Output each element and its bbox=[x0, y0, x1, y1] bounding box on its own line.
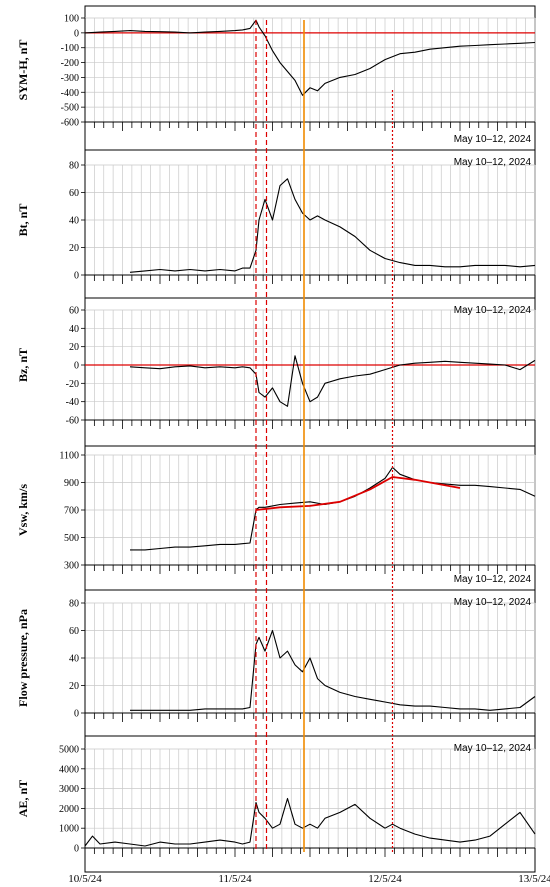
y-tick-label: -200 bbox=[61, 58, 79, 69]
y-axis-label: Flow pressure, nPa bbox=[16, 609, 30, 707]
y-tick-label: 40 bbox=[69, 216, 79, 227]
date-range-label: May 10–12, 2024 bbox=[454, 743, 532, 754]
y-tick-label: 4000 bbox=[59, 764, 79, 775]
y-tick-label: 0 bbox=[74, 709, 79, 720]
series-line-0 bbox=[129, 178, 536, 273]
y-tick-label: 300 bbox=[64, 561, 79, 572]
y-tick-label: 3000 bbox=[59, 784, 79, 795]
panel-5: 0 1000 2000 3000 4000 5000 AE, nT May 10–12, 20… bbox=[16, 735, 536, 873]
y-tick-label: 900 bbox=[64, 478, 79, 489]
series-line-0 bbox=[84, 19, 536, 96]
vertical-markers bbox=[255, 20, 394, 852]
panel-1: 0 20 40 60 80 Bt, nT May 10–12, 2024 bbox=[16, 149, 536, 299]
y-tick-label: 0 bbox=[74, 28, 79, 39]
series-line-0 bbox=[130, 629, 536, 711]
date-range-label: May 10–12, 2024 bbox=[454, 134, 532, 145]
x-tick-label: 13/5/24 bbox=[518, 873, 550, 885]
series-line-0 bbox=[129, 355, 536, 407]
y-tick-label: 2000 bbox=[59, 804, 79, 815]
y-tick-label: 5000 bbox=[59, 745, 79, 756]
y-tick-label: 80 bbox=[69, 599, 79, 610]
date-range-label: May 10–12, 2024 bbox=[454, 305, 532, 316]
y-tick-label: -400 bbox=[61, 88, 79, 99]
y-axis-label: SYM-H, nT bbox=[16, 40, 30, 101]
y-axis-label: AE, nT bbox=[16, 780, 30, 817]
panel-3: 1100 900 700 500 300 Vsw, km/s May 10–12, 2024 bbox=[16, 445, 536, 591]
y-tick-label: 1000 bbox=[59, 824, 79, 835]
y-tick-label: 0 bbox=[74, 271, 79, 282]
series-line-0 bbox=[84, 797, 536, 847]
series-line-0 bbox=[130, 466, 536, 551]
panel-2: 60 40 20 0 -20 -40 -60 Bz, nT May 10–12, 2024 bbox=[16, 297, 536, 447]
time-axis: 10/5/24 11/5/24 12/5/24 13/5/24 bbox=[68, 873, 550, 885]
x-tick-label: 12/5/24 bbox=[368, 873, 402, 885]
y-tick-label: 20 bbox=[69, 342, 79, 353]
date-range-label: May 10–12, 2024 bbox=[454, 597, 532, 608]
y-axis-label: Bz, nT bbox=[16, 348, 30, 382]
y-tick-label: -600 bbox=[61, 118, 79, 129]
y-tick-label: -500 bbox=[61, 103, 79, 114]
panel-4: 0 20 40 60 80 Flow pressure, nPa May 10–12, 20… bbox=[16, 589, 536, 737]
y-tick-label: -20 bbox=[66, 379, 79, 390]
y-tick-label: -100 bbox=[61, 43, 79, 54]
y-tick-label: 1100 bbox=[59, 451, 79, 462]
y-tick-label: 500 bbox=[64, 533, 79, 544]
y-tick-label: 60 bbox=[69, 306, 79, 317]
series-line-1 bbox=[255, 476, 461, 511]
date-range-label: May 10–12, 2024 bbox=[454, 574, 532, 585]
y-tick-label: 60 bbox=[69, 626, 79, 637]
y-tick-label: 0 bbox=[74, 844, 79, 855]
y-tick-label: 60 bbox=[69, 188, 79, 199]
y-tick-label: -40 bbox=[66, 397, 79, 408]
y-tick-label: 700 bbox=[64, 506, 79, 517]
y-tick-label: -60 bbox=[66, 416, 79, 427]
x-tick-label: 11/5/24 bbox=[218, 873, 252, 885]
x-tick-label: 10/5/24 bbox=[68, 873, 102, 885]
y-tick-label: 40 bbox=[69, 324, 79, 335]
y-tick-label: 100 bbox=[64, 14, 79, 25]
y-axis-label: Vsw, km/s bbox=[16, 484, 30, 536]
y-tick-label: 80 bbox=[69, 161, 79, 172]
y-tick-label: -300 bbox=[61, 73, 79, 84]
y-axis-label: Bt, nT bbox=[16, 204, 30, 237]
date-range-label: May 10–12, 2024 bbox=[454, 157, 532, 168]
panel-0: 100 0 -100 -200 -300 -400 -500 -600 SYM-H, nT May… bbox=[16, 5, 536, 151]
y-tick-label: 40 bbox=[69, 654, 79, 665]
y-tick-label: 20 bbox=[69, 243, 79, 254]
y-tick-label: 20 bbox=[69, 681, 79, 692]
y-tick-label: 0 bbox=[74, 361, 79, 372]
